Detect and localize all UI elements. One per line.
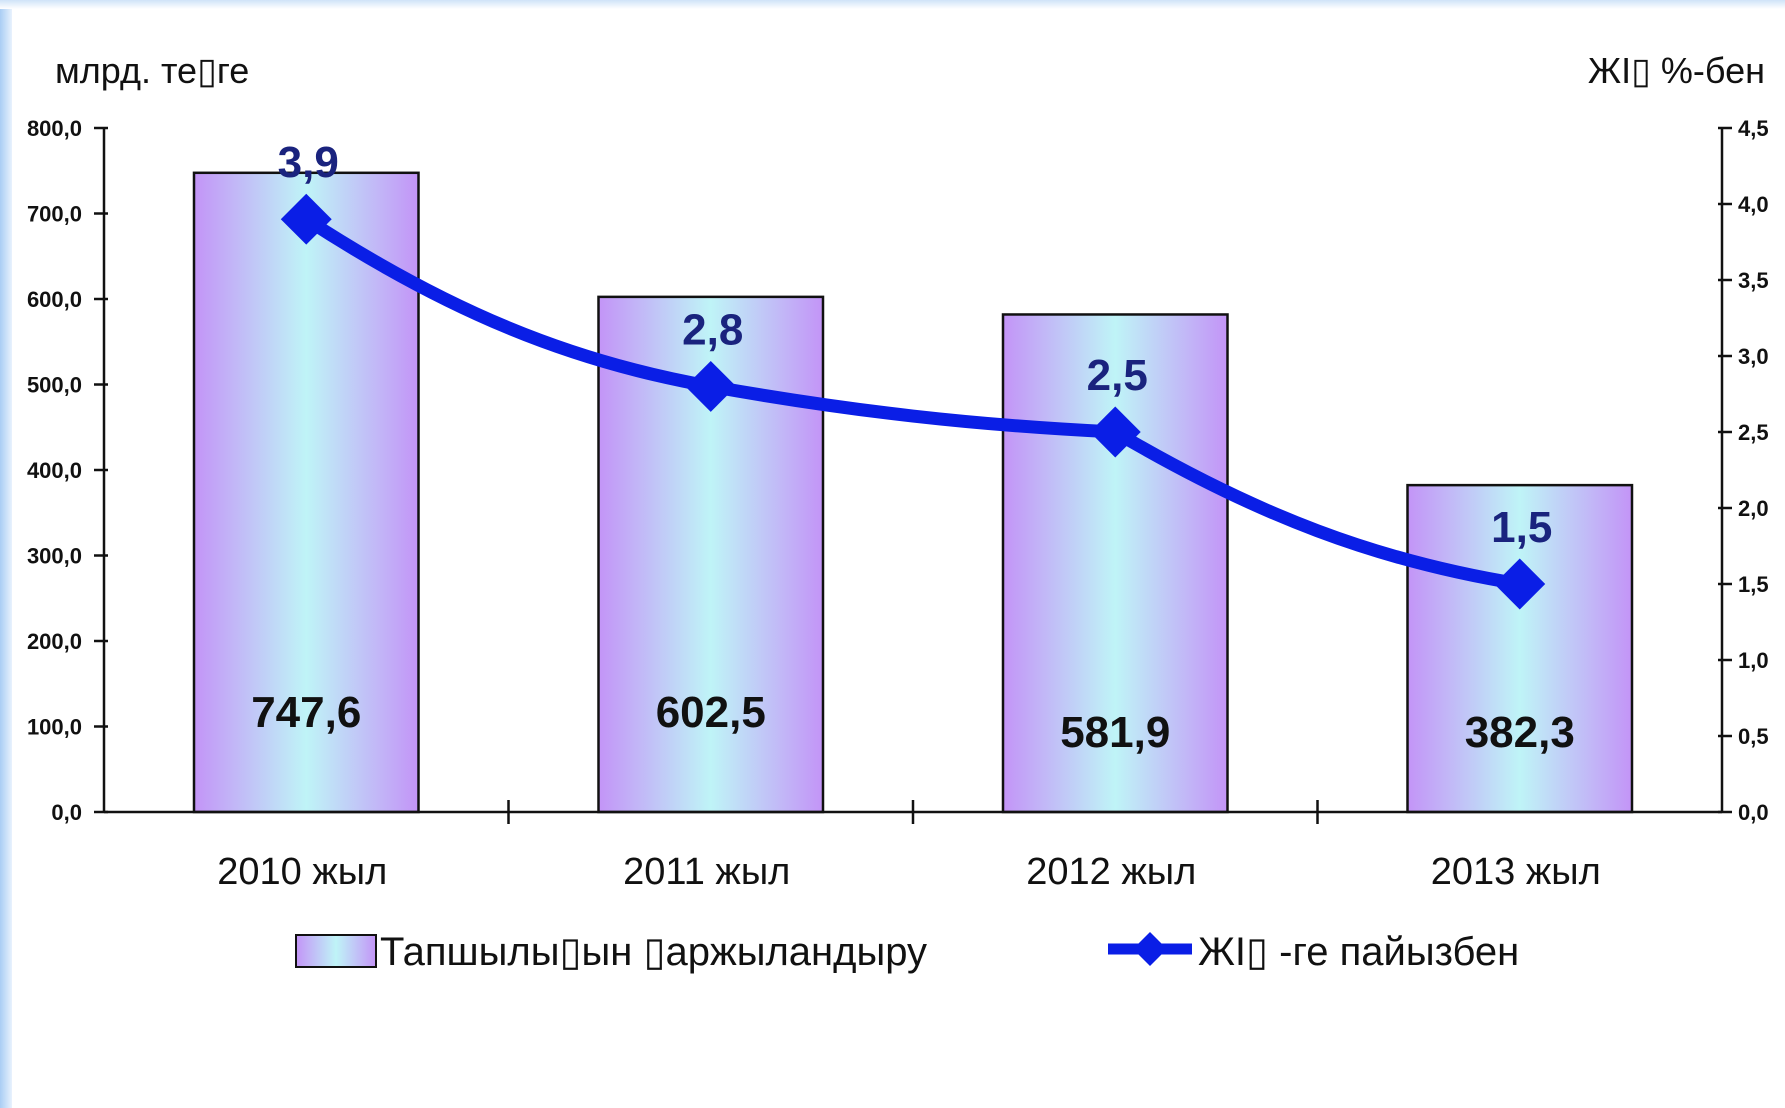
- bar-value-label: 602,5: [656, 688, 766, 737]
- left-tick-label: 200,0: [27, 629, 82, 654]
- legend-line-label: ЖI▯ -ге пайызбен: [1198, 930, 1519, 974]
- line-value-label: 2,8: [682, 305, 743, 354]
- left-tick-label: 300,0: [27, 544, 82, 569]
- line-marker: [1089, 406, 1141, 458]
- left-tick-label: 800,0: [27, 116, 82, 141]
- series-line: [299, 212, 1527, 591]
- labels-group: 747,6 602,5 581,9 382,3 3,9 2,8 2,5 1,5: [251, 138, 1575, 757]
- legend: Тапшылы▯ын ▯аржыландыру ЖI▯ -ге пайызбен: [295, 930, 1519, 974]
- line-value-label: 3,9: [278, 138, 339, 187]
- right-tick-label: 2,0: [1738, 496, 1769, 521]
- bar: [192, 171, 420, 814]
- category-label: 2012 жыл: [1026, 851, 1196, 893]
- category-label: 2011 жыл: [623, 851, 790, 893]
- legend-line-marker: [1133, 932, 1167, 966]
- bar-value-label: 382,3: [1465, 708, 1575, 757]
- right-tick-label: 1,0: [1738, 648, 1769, 673]
- bars-group: [192, 171, 1634, 814]
- category-label: 2010 жыл: [217, 851, 387, 893]
- left-tick-label: 700,0: [27, 202, 82, 227]
- legend-bar-label: Тапшылы▯ын ▯аржыландыру: [380, 930, 927, 974]
- left-tick-label: 600,0: [27, 287, 82, 312]
- right-tick-label: 4,5: [1738, 116, 1769, 141]
- category-label: 2013 жыл: [1431, 851, 1601, 893]
- right-tick-label: 1,5: [1738, 572, 1769, 597]
- right-axis-title: ЖI▯ %-бен: [1588, 50, 1765, 91]
- bar-value-label: 747,6: [251, 688, 361, 737]
- right-tick-label: 0,5: [1738, 724, 1769, 749]
- bar: [1406, 483, 1634, 814]
- right-tick-label: 3,5: [1738, 268, 1769, 293]
- line-value-label: 2,5: [1087, 351, 1148, 400]
- bar: [1001, 313, 1229, 814]
- legend-bar-swatch: [295, 934, 377, 968]
- line-series-group: [280, 193, 1546, 610]
- line-marker: [1494, 558, 1546, 610]
- left-tick-label: 0,0: [51, 800, 82, 825]
- right-tick-label: 2,5: [1738, 420, 1769, 445]
- left-tick-label: 100,0: [27, 715, 82, 740]
- left-tick-label: 400,0: [27, 458, 82, 483]
- right-tick-label: 0,0: [1738, 800, 1769, 825]
- right-tick-label: 3,0: [1738, 344, 1769, 369]
- left-tick-label: 500,0: [27, 373, 82, 398]
- axes-group: 0,0 100,0 200,0 300,0 400,0 500,0 600,0 700,0 80…: [27, 116, 1769, 893]
- left-axis-title: млрд. те▯ге: [55, 50, 249, 91]
- line-value-label: 1,5: [1491, 503, 1552, 552]
- line-marker: [685, 360, 737, 412]
- bar-value-label: 581,9: [1060, 708, 1170, 757]
- right-tick-label: 4,0: [1738, 192, 1769, 217]
